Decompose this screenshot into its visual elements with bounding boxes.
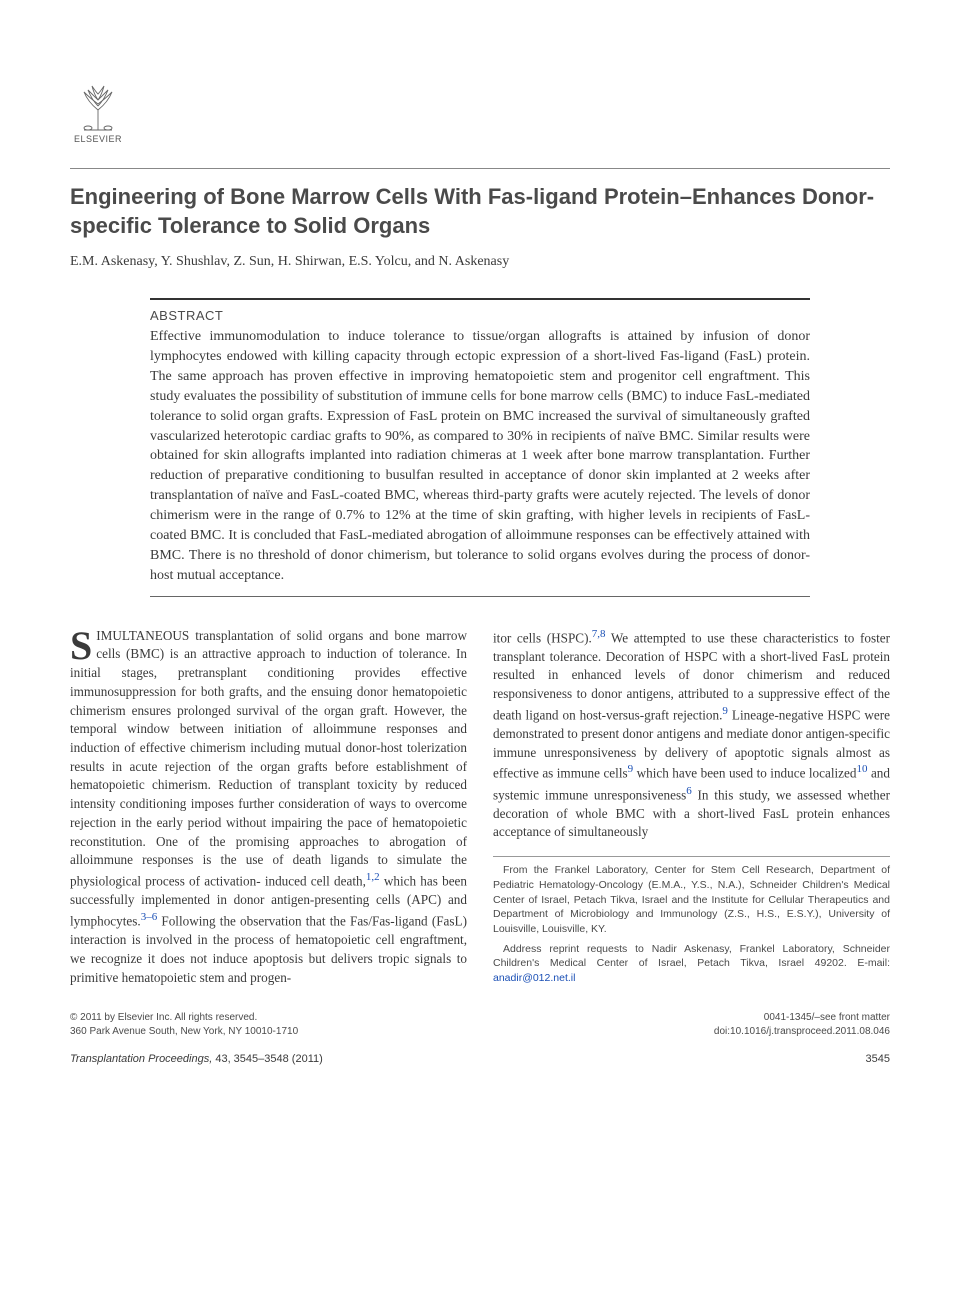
page-footer: © 2011 by Elsevier Inc. All rights reser… [70,1011,890,1039]
body-text: which have been used to induce localized [633,766,856,781]
body-paragraph: itor cells (HSPC).7,8 We attempted to us… [493,627,890,843]
correspondence-pre: Address reprint requests to Nadir Askena… [493,943,890,970]
author-list: E.M. Askenasy, Y. Shushlav, Z. Sun, H. S… [70,254,890,270]
citation-ref[interactable]: 10 [857,763,868,775]
article-title: Engineering of Bone Marrow Cells With Fa… [70,183,890,240]
footer-right: 0041-1345/–see front matter doi:10.1016/… [714,1011,890,1039]
doi-text: doi:10.1016/j.transproceed.2011.08.046 [714,1025,890,1039]
body-column-right: itor cells (HSPC).7,8 We attempted to us… [493,627,890,991]
journal-citation-line: Transplantation Proceedings, 43, 3545–35… [70,1053,890,1065]
issn-text: 0041-1345/–see front matter [714,1011,890,1025]
copyright-text: © 2011 by Elsevier Inc. All rights reser… [70,1011,298,1025]
citation-ref[interactable]: 3–6 [141,911,158,923]
publisher-logo: ELSEVIER [70,80,126,150]
abstract-rule-top [150,298,810,300]
journal-citation: Transplantation Proceedings, 43, 3545–35… [70,1053,323,1065]
citation-ref[interactable]: 1,2 [366,871,380,883]
publisher-name: ELSEVIER [74,134,122,144]
abstract-rule-bottom [150,596,810,597]
email-link[interactable]: anadir@012.net.il [493,972,575,984]
affiliation-block: From the Frankel Laboratory, Center for … [493,856,890,986]
body-text: itor cells (HSPC). [493,630,592,645]
journal-name: Transplantation Proceedings, [70,1053,212,1065]
elsevier-tree-icon [74,80,122,132]
body-text: IMULTANEOUS transplantation of solid org… [70,628,467,889]
dropcap: S [70,627,96,663]
abstract-section: ABSTRACT Effective immunomodulation to i… [150,298,810,596]
page-number: 3545 [866,1053,890,1065]
body-paragraph: SIMULTANEOUS transplantation of solid or… [70,627,467,988]
citation-ref[interactable]: 7,8 [592,628,606,640]
publisher-address: 360 Park Avenue South, New York, NY 1001… [70,1025,298,1039]
title-rule [70,168,890,169]
affiliation-text: From the Frankel Laboratory, Center for … [493,863,890,936]
volume-pages: 43, 3545–3548 (2011) [212,1053,323,1065]
article-header: ELSEVIER Engineering of Bone Marrow Cell… [70,80,890,270]
correspondence-text: Address reprint requests to Nadir Askena… [493,942,890,986]
abstract-text: Effective immunomodulation to induce tol… [150,327,810,585]
body-column-left: SIMULTANEOUS transplantation of solid or… [70,627,467,991]
body-columns: SIMULTANEOUS transplantation of solid or… [70,627,890,991]
footer-left: © 2011 by Elsevier Inc. All rights reser… [70,1011,298,1039]
abstract-heading: ABSTRACT [150,308,810,323]
